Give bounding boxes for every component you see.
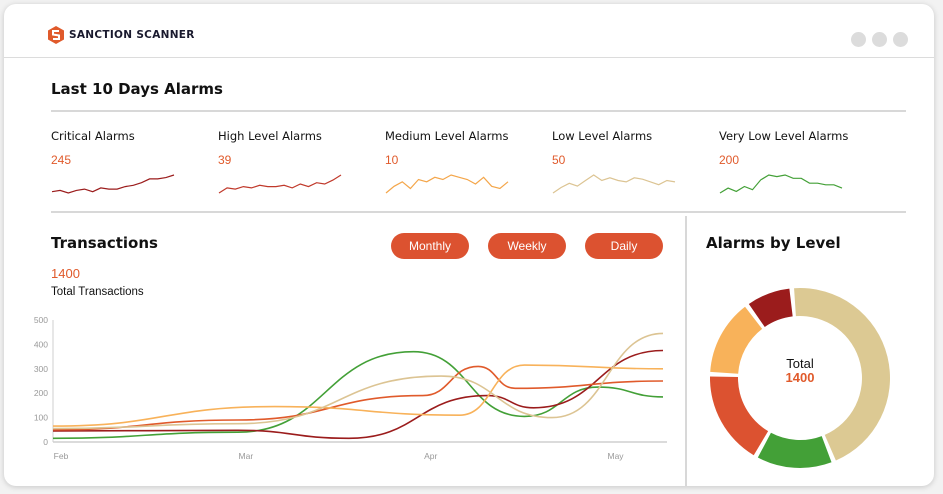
x-tick-label: Feb xyxy=(54,451,69,461)
total-transactions-label: Total Transactions xyxy=(51,286,144,298)
series-line xyxy=(52,350,664,440)
alarm-sparkline xyxy=(218,174,342,194)
alarm-name: Low Level Alarms xyxy=(552,129,653,143)
window-controls xyxy=(851,32,908,47)
window-control-dot[interactable] xyxy=(872,32,887,47)
alarm-name: Very Low Level Alarms xyxy=(719,129,849,143)
donut-slice[interactable] xyxy=(757,432,832,469)
y-tick-label: 200 xyxy=(34,388,48,398)
sparkline-path xyxy=(552,174,676,194)
donut-center-label: Total xyxy=(786,356,814,371)
donut-center-value: 1400 xyxy=(785,370,815,385)
monthly-filter-button[interactable]: Monthly xyxy=(391,233,469,259)
series-line xyxy=(52,332,664,430)
sanction-scanner-logo-icon xyxy=(48,26,64,44)
y-tick-label: 100 xyxy=(34,413,48,423)
dashboard-window: SANCTION SCANNER Last 10 Days Alarms Cri… xyxy=(4,4,934,486)
alarm-name: Medium Level Alarms xyxy=(385,129,509,143)
alarm-card[interactable]: Medium Level Alarms 10 xyxy=(385,129,545,194)
alarms-by-level-title: Alarms by Level xyxy=(706,234,841,252)
alarm-card[interactable]: Critical Alarms 245 xyxy=(51,129,211,194)
series-line xyxy=(52,365,664,431)
alarm-sparkline xyxy=(552,174,676,194)
alarm-sparkline xyxy=(51,174,175,194)
alarm-name: High Level Alarms xyxy=(218,129,322,143)
donut-slice[interactable] xyxy=(794,288,891,461)
title-bar: SANCTION SCANNER xyxy=(4,4,934,58)
y-tick-label: 400 xyxy=(34,339,48,349)
transactions-title: Transactions xyxy=(51,234,158,252)
alarm-sparkline xyxy=(385,174,509,194)
donut-slice[interactable] xyxy=(709,376,769,456)
series-line xyxy=(52,349,664,440)
total-transactions-value: 1400 xyxy=(51,266,80,281)
divider xyxy=(51,211,906,213)
sparkline-path xyxy=(218,174,342,194)
transactions-line-chart: 0 100 200 300 400 500 Feb Mar Apr May xyxy=(34,315,667,461)
alarm-count: 50 xyxy=(552,153,566,167)
x-tick-label: May xyxy=(608,451,625,461)
divider xyxy=(51,110,906,112)
alarm-count: 245 xyxy=(51,153,72,167)
y-tick-label: 500 xyxy=(34,315,48,325)
donut-slice[interactable] xyxy=(748,288,793,327)
alarm-count: 39 xyxy=(218,153,232,167)
alarm-card[interactable]: High Level Alarms 39 xyxy=(218,129,378,194)
alarm-card[interactable]: Low Level Alarms 50 xyxy=(552,129,712,194)
window-control-dot[interactable] xyxy=(851,32,866,47)
y-tick-label: 0 xyxy=(43,437,48,447)
alarm-name: Critical Alarms xyxy=(51,129,135,143)
brand-logo[interactable]: SANCTION SCANNER xyxy=(48,26,195,44)
daily-filter-button[interactable]: Daily xyxy=(585,233,663,259)
sparkline-path xyxy=(51,174,175,194)
donut-slice[interactable] xyxy=(710,306,763,374)
alarm-count: 200 xyxy=(719,153,740,167)
alarm-card[interactable]: Very Low Level Alarms 200 xyxy=(719,129,879,194)
alarm-sparkline xyxy=(719,174,843,194)
y-tick-label: 300 xyxy=(34,364,48,374)
sparkline-path xyxy=(719,174,843,194)
alarm-count: 10 xyxy=(385,153,399,167)
vertical-divider xyxy=(685,216,687,486)
sparkline-path xyxy=(385,174,509,194)
alarms-by-level-donut-chart xyxy=(709,288,891,469)
alarms-section-title: Last 10 Days Alarms xyxy=(51,80,223,98)
logo-text: SANCTION SCANNER xyxy=(69,29,195,41)
series-line xyxy=(52,364,664,427)
weekly-filter-button[interactable]: Weekly xyxy=(488,233,566,259)
x-tick-label: Apr xyxy=(424,451,437,461)
window-control-dot[interactable] xyxy=(893,32,908,47)
x-tick-label: Mar xyxy=(239,451,254,461)
